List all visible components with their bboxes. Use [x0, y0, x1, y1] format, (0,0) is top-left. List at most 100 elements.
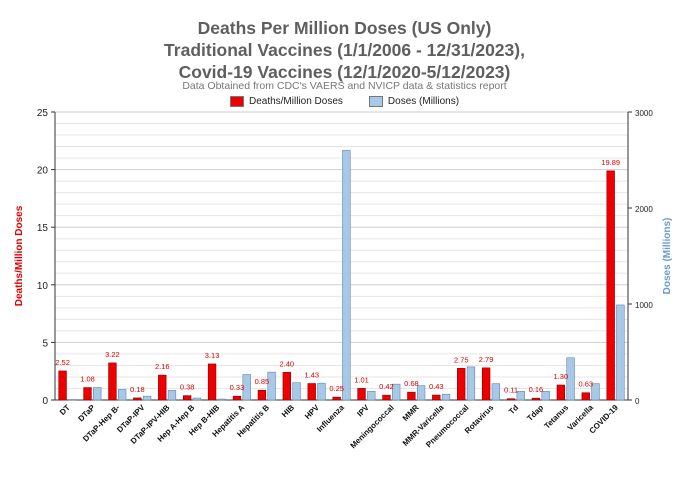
- y2-tick-label: 3000: [635, 109, 653, 118]
- y-tick-label: 5: [42, 338, 48, 349]
- y2-axis-label: Doses (Millions): [662, 218, 673, 295]
- x-tick-label: IPV: [355, 403, 371, 419]
- bar-doses: [616, 304, 625, 401]
- y-tick-label: 25: [37, 108, 49, 119]
- data-label: 0.63: [578, 380, 593, 389]
- bar-doses: [416, 385, 426, 401]
- data-label: 0.42: [379, 382, 394, 391]
- bar-doses: [242, 374, 251, 401]
- bar-doses: [591, 383, 600, 401]
- bar-deaths: [606, 170, 615, 401]
- bar-deaths: [232, 395, 242, 401]
- data-label: 3.13: [205, 351, 220, 360]
- bar-doses: [491, 383, 501, 401]
- data-label: 2.79: [479, 355, 494, 364]
- data-label: 2.16: [155, 362, 170, 371]
- bar-doses: [267, 371, 276, 401]
- x-tick-label: Tdap: [525, 403, 545, 423]
- bar-deaths: [207, 363, 217, 401]
- bar-deaths: [307, 383, 316, 401]
- data-label: 1.43: [304, 371, 319, 380]
- legend-item-deaths: Deaths/Million Doses: [229, 96, 343, 107]
- bar-deaths: [332, 396, 341, 401]
- bar-doses: [217, 398, 226, 401]
- data-label: 1.01: [354, 375, 369, 384]
- y-tick-label: 0: [42, 396, 48, 407]
- bar-doses: [392, 383, 401, 401]
- bar-deaths: [83, 387, 92, 401]
- chart-title-line-2: Traditional Vaccines (1/1/2006 - 12/31/2…: [164, 40, 525, 60]
- bar-deaths: [382, 394, 391, 401]
- chart-legend: Deaths/Million Doses Doses (Millions): [0, 96, 689, 107]
- data-label: 0.16: [529, 385, 544, 394]
- bar-doses: [93, 387, 102, 401]
- data-label: 0.68: [404, 379, 419, 388]
- y2-tick-label: 2000: [635, 205, 653, 214]
- data-label: 19.89: [601, 158, 620, 167]
- bar-doses: [192, 397, 202, 401]
- bar-doses: [342, 150, 351, 401]
- bar-deaths: [158, 374, 167, 401]
- bar-deaths: [357, 388, 366, 401]
- bar-deaths: [531, 397, 541, 401]
- bar-doses: [292, 382, 301, 401]
- bar-doses: [466, 366, 476, 401]
- x-tick-label: HIB: [280, 403, 296, 419]
- bar-doses: [117, 389, 127, 401]
- data-label: 2.52: [55, 358, 70, 367]
- bar-doses: [167, 390, 177, 401]
- data-label: 0.25: [329, 384, 344, 393]
- legend-label-deaths: Deaths/Million Doses: [248, 96, 343, 107]
- chart-title-line-3: Covid-19 Vaccines (12/1/2020-5/12/2023): [178, 62, 511, 82]
- y-tick-label: 15: [37, 223, 49, 234]
- data-label: 3.22: [105, 350, 120, 359]
- chart-title-line-1: Deaths Per Million Doses (US Only): [197, 18, 492, 38]
- legend-label-doses: Doses (Millions): [387, 96, 460, 107]
- y-tick-label: 20: [37, 166, 49, 177]
- legend-swatch-deaths: [229, 96, 244, 107]
- y2-tick-label: 0: [635, 397, 640, 406]
- bar-deaths: [282, 372, 291, 401]
- x-tick-label: DTaP: [76, 403, 97, 424]
- data-label: 2.40: [280, 359, 295, 368]
- bar-deaths: [581, 392, 590, 401]
- data-label: 0.38: [180, 383, 195, 392]
- x-tick-label: Influenza: [315, 403, 346, 434]
- legend-item-doses: Doses (Millions): [368, 96, 460, 107]
- bar-deaths: [407, 391, 416, 401]
- y-axis-label: Deaths/Million Doses: [14, 205, 25, 306]
- x-tick-label: Td: [507, 403, 520, 416]
- bar-deaths: [257, 389, 267, 401]
- data-label: 0.11: [504, 386, 518, 395]
- x-tick-label: DT: [58, 403, 72, 417]
- bar-deaths: [457, 368, 466, 401]
- bar-deaths: [556, 384, 566, 401]
- bar-doses: [516, 391, 525, 401]
- bar-doses: [541, 391, 550, 401]
- data-label: 0.43: [429, 382, 444, 391]
- bar-deaths: [182, 395, 192, 401]
- data-label: 0.18: [130, 385, 145, 394]
- data-label: 0.33: [230, 383, 245, 392]
- data-label: 1.08: [80, 375, 95, 384]
- bar-doses: [441, 393, 451, 401]
- chart-subtitle: Data Obtained from CDC's VAERS and NVICP…: [182, 80, 507, 92]
- data-label: 1.30: [554, 372, 569, 381]
- x-tick-label: MMR: [401, 403, 421, 423]
- bar-doses: [142, 395, 152, 401]
- bar-deaths: [58, 370, 67, 401]
- legend-swatch-doses: [368, 96, 383, 107]
- data-label: 0.85: [255, 377, 270, 386]
- x-tick-label: HPV: [303, 403, 321, 421]
- bar-doses: [566, 357, 575, 401]
- bar-doses: [317, 382, 326, 401]
- bar-deaths: [481, 367, 491, 401]
- bar-deaths: [432, 394, 441, 401]
- bar-deaths: [133, 397, 142, 401]
- bar-doses: [367, 391, 376, 401]
- bar-deaths: [108, 362, 117, 401]
- y-tick-label: 10: [37, 281, 49, 292]
- bar-deaths: [506, 398, 516, 401]
